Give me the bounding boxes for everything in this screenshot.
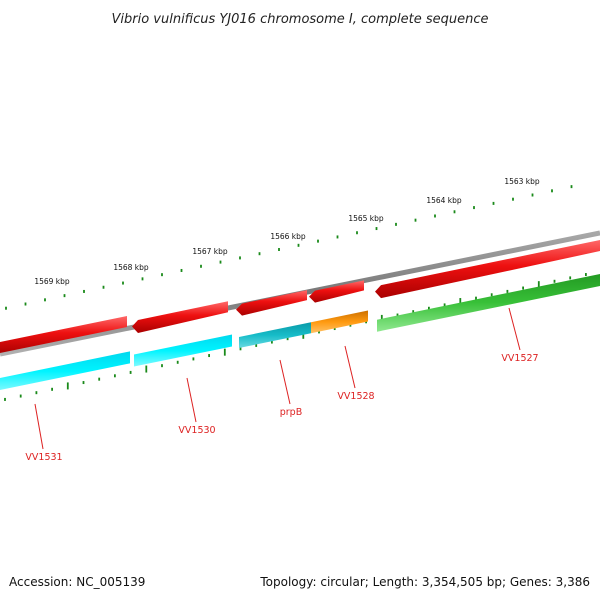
gene-label-layer: VV1527 VV1528 prpB VV1530 VV1531 xyxy=(25,307,539,463)
topology-text: Topology: circular; Length: 3,354,505 bp… xyxy=(259,575,590,589)
gene-leader-line xyxy=(279,359,291,405)
gene-layer xyxy=(0,240,600,390)
gene-label[interactable]: VV1527 xyxy=(501,353,538,364)
tick-label: 1563 kbp xyxy=(504,177,540,186)
gene-arrow-prpb-reverse xyxy=(239,322,311,349)
gene-leader-line xyxy=(186,377,197,423)
tick-label: 1569 kbp xyxy=(34,277,70,286)
gene-label[interactable]: VV1528 xyxy=(337,391,374,402)
tick-label: 1564 kbp xyxy=(426,196,462,205)
map-title: Vibrio vulnificus YJ016 chromosome I, co… xyxy=(111,12,488,27)
accession-text: Accession: NC_005139 xyxy=(9,575,145,589)
gene-leader-line xyxy=(344,345,356,389)
gene-leader-line xyxy=(34,403,44,450)
gene-label[interactable]: VV1530 xyxy=(178,425,215,436)
gene-arrow-vv1528-reverse xyxy=(311,310,368,334)
gene-arrow-vv1531-reverse xyxy=(0,351,130,390)
tick-layer: 1563 kbp 1564 kbp 1565 kbp 1566 kbp 1567 kbp… xyxy=(4,177,587,401)
gene-arrow-vv1527-forward xyxy=(375,240,600,299)
tick-label: 1567 kbp xyxy=(192,247,228,256)
tick-label: 1568 kbp xyxy=(113,263,149,272)
gene-arrow-vv1528-forward xyxy=(309,280,364,303)
gene-label[interactable]: VV1531 xyxy=(25,452,62,463)
gene-arrow-prpb-forward xyxy=(236,290,307,316)
gene-label[interactable]: prpB xyxy=(280,407,302,418)
gene-leader-line xyxy=(508,307,521,351)
gene-arrow-vv1527-reverse xyxy=(377,274,600,332)
gene-arrow-vv1530-reverse xyxy=(134,334,232,367)
tick-label: 1566 kbp xyxy=(270,232,306,241)
tick-label: 1565 kbp xyxy=(348,214,384,223)
gene-arrow-vv1531-forward xyxy=(0,315,127,353)
gene-arrow-vv1530-forward xyxy=(132,301,228,333)
